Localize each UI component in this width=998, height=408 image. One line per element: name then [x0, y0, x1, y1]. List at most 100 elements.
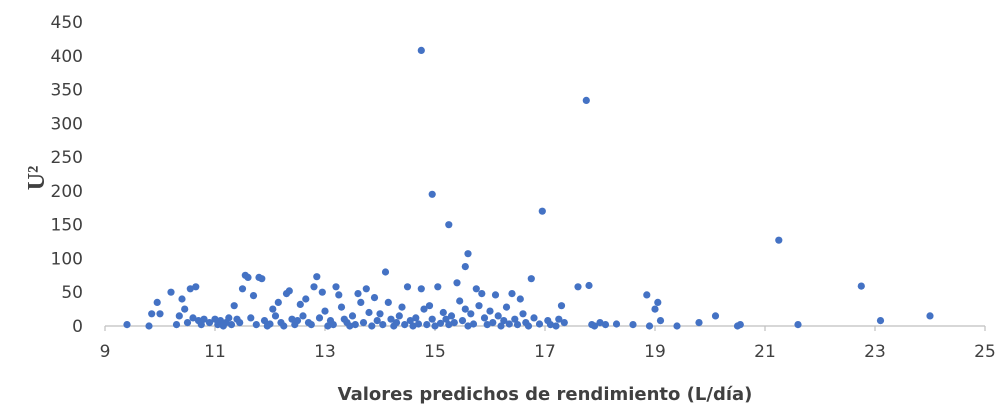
data-point [192, 283, 200, 291]
y-tick-label: 350 [51, 81, 83, 101]
data-point [216, 317, 225, 325]
y-tick-labels: 0 50 100 150 200 250 300 350 400 450 [51, 13, 83, 337]
data-point [480, 314, 489, 322]
data-point [373, 317, 381, 325]
data-point [453, 279, 461, 287]
data-point [458, 317, 467, 325]
data-point [145, 322, 153, 330]
data-point [296, 300, 304, 308]
data-point [244, 273, 252, 281]
data-point [354, 290, 362, 298]
data-point [346, 322, 354, 330]
y-tick-label: 0 [72, 317, 83, 337]
data-point [431, 322, 439, 330]
data-point [447, 312, 456, 320]
data-point [379, 321, 387, 329]
data-point [601, 321, 610, 329]
data-point [428, 190, 436, 198]
axes [104, 325, 986, 331]
data-point [736, 321, 744, 329]
data-point [472, 285, 480, 293]
data-point [478, 290, 486, 298]
data-point [483, 321, 491, 329]
data-point [335, 291, 343, 299]
data-point [384, 298, 392, 306]
data-point [178, 295, 186, 303]
data-point [409, 322, 417, 330]
data-point [711, 312, 720, 320]
data-point [260, 317, 269, 325]
data-point [491, 291, 500, 299]
data-point [475, 302, 483, 310]
x-axis-label: Valores predichos de rendimiento (L/día) [338, 384, 753, 405]
data-point [395, 312, 403, 320]
data-point [313, 273, 321, 281]
x-tick-label: 9 [100, 342, 111, 362]
data-point [153, 298, 161, 306]
data-point [876, 317, 885, 325]
data-point [508, 290, 516, 298]
data-point [417, 46, 425, 55]
x-tick-label: 21 [754, 342, 776, 362]
data-point [535, 320, 544, 328]
data-point [414, 320, 423, 328]
data-point [651, 305, 659, 313]
data-point [654, 298, 662, 306]
y-tick-label: 300 [51, 114, 83, 134]
data-point [645, 322, 654, 330]
data-point [357, 298, 365, 306]
data-point [596, 319, 604, 327]
data-point [269, 305, 277, 313]
data-point [434, 283, 442, 291]
data-point [183, 319, 192, 327]
data-point [420, 305, 428, 313]
data-point [612, 320, 621, 328]
data-point [148, 310, 156, 318]
data-point [489, 319, 497, 327]
data-point [401, 321, 409, 329]
x-tick-label: 13 [314, 342, 336, 362]
y-tick-label: 450 [51, 13, 83, 33]
data-point [310, 283, 318, 291]
data-point [324, 322, 332, 330]
data-point [123, 321, 131, 329]
data-point [524, 322, 533, 330]
data-point [442, 315, 450, 323]
data-point [175, 312, 183, 320]
data-point [511, 315, 519, 323]
data-point [417, 285, 425, 293]
data-point [359, 319, 368, 327]
data-point [227, 321, 236, 329]
data-point [552, 322, 560, 330]
x-tick-label: 15 [424, 342, 446, 362]
data-point [181, 305, 189, 313]
data-point [398, 303, 406, 311]
x-tick-label: 17 [534, 342, 556, 362]
data-point [857, 282, 865, 290]
data-point [557, 302, 566, 310]
data-point [302, 295, 310, 303]
data-point [486, 307, 494, 315]
data-point [502, 303, 511, 311]
data-point [461, 305, 469, 313]
data-point [337, 303, 346, 311]
data-point [494, 312, 502, 320]
data-point [461, 263, 469, 271]
data-point [172, 321, 181, 329]
data-point [376, 310, 384, 318]
data-point [530, 314, 538, 322]
data-point [370, 294, 379, 302]
data-point [321, 307, 329, 315]
data-point [307, 321, 315, 329]
data-point [643, 291, 651, 299]
data-point [464, 322, 472, 330]
data-point [387, 315, 395, 323]
data-point [247, 314, 255, 322]
x-tick-label: 23 [864, 342, 886, 362]
data-point [412, 314, 420, 322]
data-point [574, 283, 582, 291]
data-point [252, 321, 260, 329]
data-point [538, 207, 546, 215]
data-point [505, 320, 513, 328]
